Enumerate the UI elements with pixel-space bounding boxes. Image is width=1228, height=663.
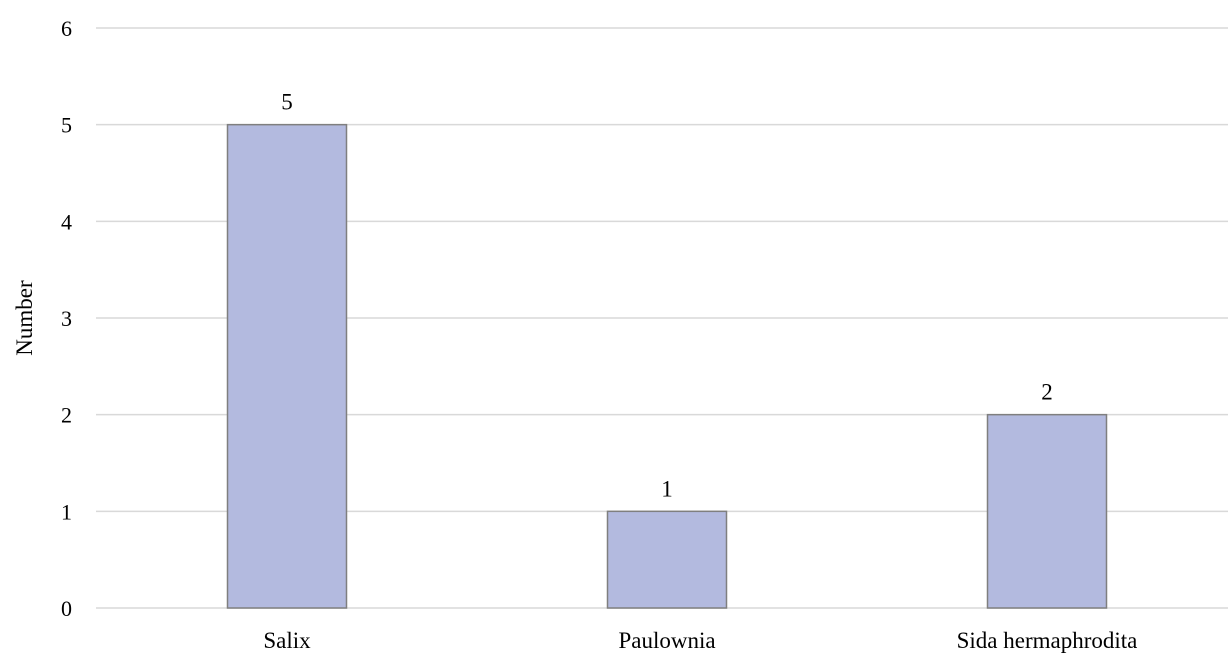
y-tick-label: 0 bbox=[61, 596, 72, 621]
bar-salix bbox=[226, 123, 348, 609]
y-tick-label: 3 bbox=[61, 306, 72, 331]
data-label: 1 bbox=[661, 476, 673, 501]
y-tick-label: 6 bbox=[61, 16, 72, 41]
y-tick-label: 4 bbox=[61, 209, 72, 234]
y-axis-ticks: 0 1 2 3 4 5 6 bbox=[61, 16, 72, 621]
bar-paulownia bbox=[606, 510, 728, 609]
y-tick-label: 1 bbox=[61, 499, 72, 524]
y-tick-label: 5 bbox=[61, 113, 72, 138]
x-tick-label: Sida hermaphrodita bbox=[957, 628, 1138, 653]
data-labels: 5 1 2 bbox=[281, 90, 1053, 502]
x-tick-label: Salix bbox=[263, 628, 311, 653]
y-tick-label: 2 bbox=[61, 403, 72, 428]
x-axis-ticks: Salix Paulownia Sida hermaphrodita bbox=[263, 628, 1137, 653]
data-label: 5 bbox=[281, 90, 293, 115]
y-axis-title: Number bbox=[12, 280, 37, 356]
bars bbox=[226, 123, 1108, 609]
bar-sida-hermaphrodita bbox=[986, 413, 1108, 609]
data-label: 2 bbox=[1041, 380, 1053, 405]
x-tick-label: Paulownia bbox=[618, 628, 715, 653]
